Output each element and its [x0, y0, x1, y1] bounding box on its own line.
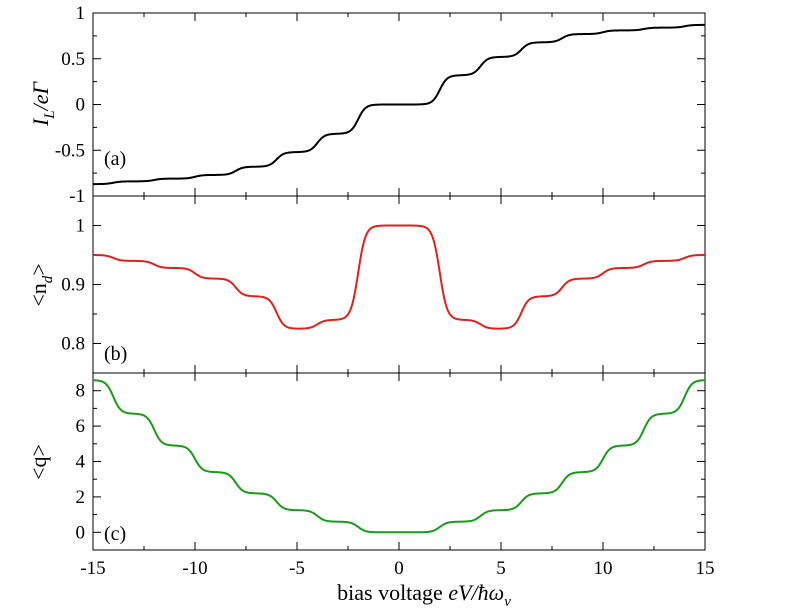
y-axis-label-c: <q> — [26, 444, 51, 480]
x-tick-label: 5 — [496, 558, 506, 579]
y-tick-label: 2 — [76, 487, 86, 508]
y-tick-label: -1 — [69, 186, 85, 207]
y-tick-label: 0 — [76, 95, 86, 116]
panel-label-c: (c) — [104, 523, 126, 545]
y-tick-label: -0.5 — [55, 140, 85, 161]
y-tick-label: 0.8 — [61, 334, 85, 355]
y-axis-label-a: IL/eΓ — [28, 80, 58, 127]
x-tick-label: 0 — [394, 558, 404, 579]
x-tick-label: 15 — [696, 558, 715, 579]
panel-c-frame — [92, 372, 706, 551]
x-tick-label: -5 — [289, 558, 305, 579]
y-tick-label: 0.5 — [61, 49, 85, 70]
data-curves — [92, 23, 706, 534]
y-tick-label: 1 — [76, 216, 86, 237]
y-tick-label: 1 — [76, 3, 86, 24]
x-tick-label: -15 — [80, 558, 105, 579]
y-tick-label: 8 — [76, 381, 86, 402]
panel-label-a: (a) — [104, 148, 126, 170]
series-line-a — [92, 23, 706, 186]
y-tick-label: 0 — [76, 522, 86, 543]
y-axis-label-b: <nd> — [26, 263, 56, 306]
axis-ticks — [92, 12, 706, 551]
y-tick-label: 6 — [76, 416, 86, 437]
y-tick-label: 4 — [76, 452, 86, 473]
panel-label-b: (b) — [104, 343, 127, 365]
x-tick-label: -10 — [182, 558, 207, 579]
x-tick-label: 10 — [594, 558, 613, 579]
series-line-c — [92, 379, 706, 534]
x-axis-label: bias voltage eV/ħωv — [337, 580, 511, 610]
series-line-b — [92, 224, 706, 330]
panel-b-frame — [92, 195, 706, 374]
y-tick-label: 0.9 — [61, 275, 85, 296]
